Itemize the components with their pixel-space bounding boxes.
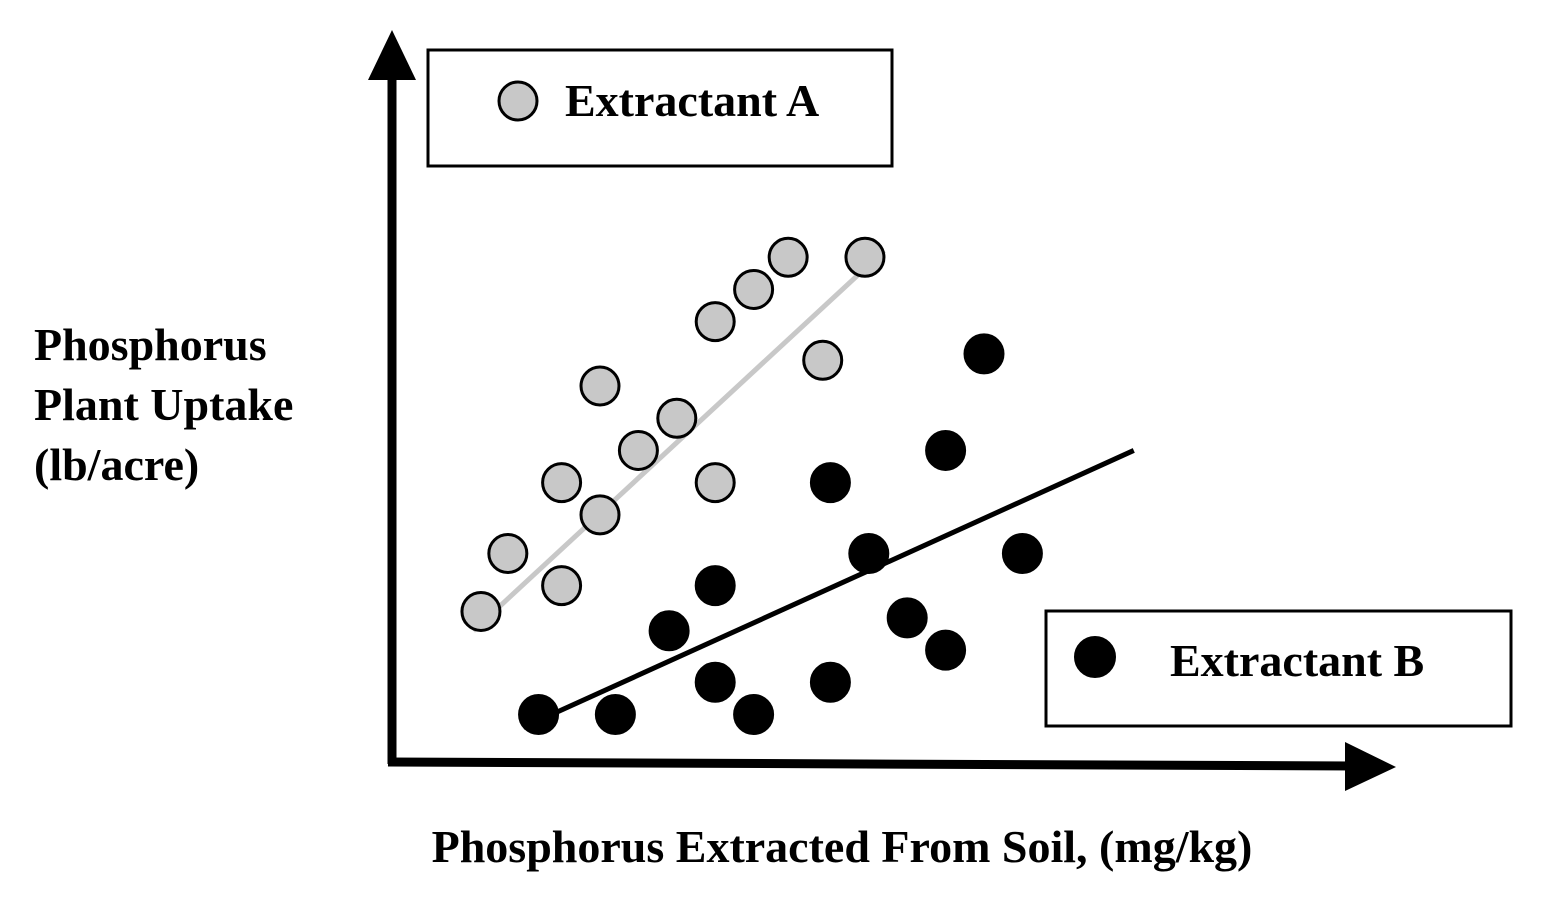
data-point-extractant-b-5	[694, 565, 736, 607]
y-axis-label-line-3: (lb/acre)	[34, 439, 199, 490]
data-point-extractant-a-5	[579, 494, 621, 536]
legend-label-a: Extractant A	[565, 75, 819, 126]
y-axis-label-line-1: Phosphorus	[34, 319, 267, 370]
data-point-extractant-b-12	[925, 429, 967, 471]
data-point-extractant-b-7	[809, 661, 851, 703]
data-point-extractant-a-11	[733, 268, 775, 310]
data-point-extractant-a-3	[541, 565, 583, 607]
data-point-extractant-a-7	[617, 429, 659, 471]
x-axis-label: Phosphorus Extracted From Soil, (mg/kg)	[432, 821, 1253, 872]
legend-marker-a	[497, 80, 539, 122]
data-point-extractant-b-14	[1001, 532, 1043, 574]
data-point-extractant-a-10	[694, 462, 736, 504]
data-point-extractant-b-1	[518, 693, 560, 735]
data-point-extractant-b-10	[886, 597, 928, 639]
legend-marker-b	[1074, 636, 1116, 678]
data-point-extractant-a-4	[541, 462, 583, 504]
axes	[368, 30, 1396, 791]
y-axis-label-line-2: Plant Uptake	[34, 379, 293, 430]
data-points	[460, 236, 1043, 735]
legend-extractant-b: Extractant B	[1044, 609, 1513, 728]
legend-label-b: Extractant B	[1170, 635, 1424, 686]
data-point-extractant-b-4	[694, 661, 736, 703]
data-point-extractant-a-13	[802, 339, 844, 381]
legend-box-b	[1044, 609, 1513, 728]
trendline-extractant-b	[522, 448, 1135, 730]
data-point-extractant-b-8	[809, 462, 851, 504]
data-point-extractant-b-13	[963, 333, 1005, 375]
data-point-extractant-b-6	[733, 693, 775, 735]
trendlines	[471, 248, 1135, 730]
data-point-extractant-b-2	[594, 693, 636, 735]
data-point-extractant-a-12	[767, 236, 809, 278]
data-point-extractant-a-14	[844, 236, 886, 278]
data-point-extractant-a-9	[694, 301, 736, 343]
data-point-extractant-a-1	[460, 590, 502, 632]
y-axis-arrow	[368, 30, 416, 80]
y-axis-label: Phosphorus Plant Uptake (lb/acre)	[34, 319, 305, 490]
data-point-extractant-b-3	[648, 610, 690, 652]
x-axis-line	[387, 757, 1356, 771]
data-point-extractant-a-2	[487, 532, 529, 574]
data-point-extractant-b-11	[925, 629, 967, 671]
data-point-extractant-b-9	[848, 532, 890, 574]
legend-extractant-a: Extractant A	[426, 48, 894, 168]
x-axis-arrow	[1345, 742, 1396, 791]
data-point-extractant-a-6	[579, 365, 621, 407]
trendline-extractant-a	[471, 248, 886, 633]
data-point-extractant-a-8	[656, 397, 698, 439]
